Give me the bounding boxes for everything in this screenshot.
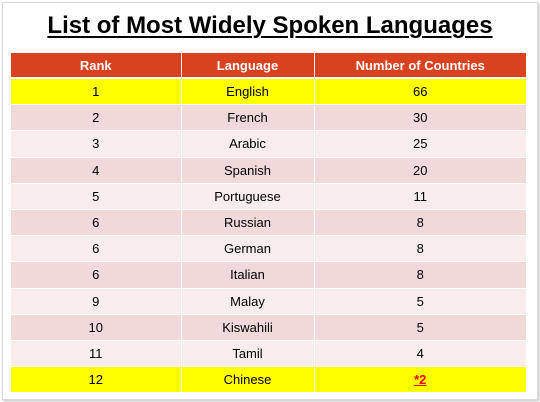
countries-cell: 25 xyxy=(314,130,526,158)
rank-cell: 3 xyxy=(11,130,182,158)
language-cell: Spanish xyxy=(181,157,315,184)
table-row: 6 Russian 8 xyxy=(11,209,526,237)
rank-cell: 6 xyxy=(11,261,182,289)
language-cell: Kiswahili xyxy=(181,314,315,341)
table-row: 9 Malay 5 xyxy=(11,288,526,315)
header-number-of-countries: Number of Countries xyxy=(314,53,526,79)
table-row: 6 German 8 xyxy=(11,235,526,263)
countries-cell: 8 xyxy=(314,235,526,263)
rank-cell: 4 xyxy=(11,157,182,184)
table-row: 10 Kiswahili 5 xyxy=(11,314,526,341)
countries-cell: 30 xyxy=(314,104,526,132)
table-header-row: Rank Language Number of Countries xyxy=(11,53,526,79)
rank-cell: 9 xyxy=(11,288,182,315)
countries-cell: 5 xyxy=(314,314,526,341)
rank-cell: 10 xyxy=(11,314,182,341)
table-row: 1 English 66 xyxy=(11,78,526,106)
language-cell: English xyxy=(181,78,315,106)
header-rank: Rank xyxy=(11,53,182,79)
language-cell: Chinese xyxy=(181,366,315,394)
countries-cell: 11 xyxy=(314,183,526,210)
table-row: 11 Tamil 4 xyxy=(11,340,526,368)
language-cell: Italian xyxy=(181,261,315,289)
header-language: Language xyxy=(181,53,315,79)
rank-cell: 6 xyxy=(11,235,182,263)
rank-cell: 2 xyxy=(11,104,182,132)
language-cell: Tamil xyxy=(181,340,315,368)
countries-cell: 20 xyxy=(314,157,526,184)
table-row: 12 Chinese *2 xyxy=(11,366,526,394)
language-cell: Malay xyxy=(181,288,315,315)
rank-cell: 6 xyxy=(11,209,182,237)
countries-cell: 66 xyxy=(314,78,526,106)
countries-cell: 8 xyxy=(314,209,526,237)
table-row: 6 Italian 8 xyxy=(11,261,526,289)
rank-cell: 12 xyxy=(11,366,182,394)
countries-cell: 4 xyxy=(314,340,526,368)
language-cell: Portuguese xyxy=(181,183,315,210)
table-row: 4 Spanish 20 xyxy=(11,157,526,184)
language-cell: French xyxy=(181,104,315,132)
language-cell: Russian xyxy=(181,209,315,237)
table-row: 5 Portuguese 11 xyxy=(11,183,526,210)
table-row: 2 French 30 xyxy=(11,104,526,132)
countries-cell: *2 xyxy=(314,366,526,394)
rank-cell: 11 xyxy=(11,340,182,368)
rank-cell: 5 xyxy=(11,183,182,210)
countries-cell: 8 xyxy=(314,261,526,289)
language-cell: Arabic xyxy=(181,130,315,158)
countries-cell: 5 xyxy=(314,288,526,315)
chinese-countries-note: *2 xyxy=(414,372,427,388)
table-row: 3 Arabic 25 xyxy=(11,130,526,158)
page-title: List of Most Widely Spoken Languages xyxy=(47,12,493,39)
languages-table: Rank Language Number of Countries 1 Engl… xyxy=(11,53,526,394)
rank-cell: 1 xyxy=(11,78,182,106)
language-cell: German xyxy=(181,235,315,263)
